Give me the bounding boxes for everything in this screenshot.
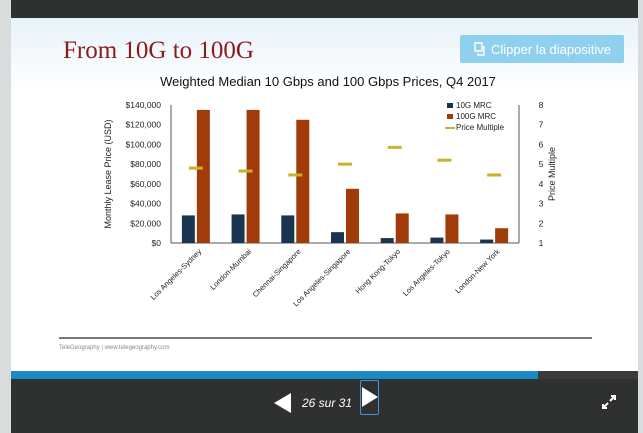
bar-10g — [430, 237, 444, 243]
legend-swatch-100g — [447, 114, 453, 119]
fullscreen-button[interactable] — [601, 394, 617, 410]
bar-10g — [380, 238, 394, 243]
y-axis-label: Monthly Lease Price (USD) — [103, 119, 113, 228]
y-tick-label: $0 — [152, 238, 162, 248]
price-multiple-marker — [288, 173, 303, 177]
y2-axis-label: Price Multiple — [547, 147, 557, 201]
x-tick-label: London-New York — [453, 247, 501, 295]
x-tick-label: Los Angeles-Singapore — [291, 247, 352, 308]
clip-icon — [474, 42, 485, 56]
y2-tick-label: 8 — [539, 100, 544, 110]
price-multiple-marker — [338, 162, 352, 166]
slide-divider — [59, 337, 592, 339]
legend-label-100g: 100G MRC — [456, 112, 496, 121]
x-tick-label: Los Angeles-Sydney — [149, 247, 204, 302]
y2-tick-label: 3 — [539, 199, 544, 209]
price-multiple-marker — [387, 145, 402, 149]
next-arrow-icon — [362, 387, 378, 407]
next-slide-button[interactable] — [360, 380, 379, 415]
y-tick-label: $60,000 — [130, 179, 161, 189]
bar-10g — [331, 232, 344, 243]
clip-slide-button[interactable]: Clipper la diapositive — [460, 35, 624, 63]
legend-label-multiple: Price Multiple — [456, 123, 505, 132]
legend-swatch-10g — [447, 103, 453, 108]
bar-100g — [196, 109, 210, 243]
slide-footer: TeleGeography | www.telegeography.com — [59, 345, 170, 351]
x-tick-label: London-Mumbai — [208, 247, 253, 292]
y-tick-label: $20,000 — [130, 218, 161, 228]
slide-counter: 26 sur 31 — [301, 396, 353, 410]
previous-slide-button[interactable] — [274, 393, 291, 413]
y-tick-label: $40,000 — [130, 199, 161, 209]
y-tick-label: $100,000 — [126, 139, 162, 149]
bar-100g — [246, 109, 260, 243]
chart-title: Weighted Median 10 Gbps and 100 Gbps Pri… — [160, 74, 496, 89]
y2-tick-label: 2 — [539, 218, 544, 228]
price-multiple-marker — [437, 158, 452, 162]
bar-10g — [181, 215, 195, 243]
expand-icon — [602, 395, 616, 409]
y-tick-label: $120,000 — [126, 120, 162, 130]
y2-tick-label: 4 — [539, 179, 544, 189]
y2-tick-label: 1 — [539, 238, 544, 248]
price-multiple-marker — [238, 169, 253, 173]
y2-tick-label: 5 — [539, 159, 544, 169]
slide-title: From 10G to 100G — [63, 37, 254, 64]
bar-10g — [480, 239, 494, 243]
bar-100g — [296, 119, 310, 243]
progress-fill — [11, 371, 538, 379]
y-tick-label: $80,000 — [130, 159, 161, 169]
slideshow-viewer: From 10G to 100G Clipper la diapositive … — [11, 0, 638, 433]
bar-100g — [445, 214, 459, 243]
y2-tick-label: 7 — [539, 120, 544, 130]
legend-swatch-multiple — [445, 127, 455, 129]
x-tick-label: Hong Kong-Tokyo — [354, 247, 403, 296]
x-tick-label: Los Angeles-Tokyo — [401, 247, 452, 298]
x-tick-label: Chennai-Singapore — [251, 247, 303, 299]
y2-tick-label: 6 — [539, 139, 544, 149]
progress-track[interactable] — [11, 371, 638, 379]
price-chart: Weighted Median 10 Gbps and 100 Gbps Pri… — [103, 74, 557, 308]
y-tick-label: $140,000 — [126, 100, 162, 110]
bar-10g — [231, 214, 245, 243]
clip-slide-label: Clipper la diapositive — [491, 41, 611, 57]
bar-100g — [346, 188, 359, 243]
legend-label-10g: 10G MRC — [456, 101, 492, 110]
price-multiple-marker — [188, 166, 203, 170]
bar-100g — [495, 228, 509, 243]
price-multiple-marker — [487, 173, 502, 177]
bar-10g — [281, 215, 295, 243]
slide: From 10G to 100G Clipper la diapositive … — [11, 18, 638, 371]
bar-100g — [395, 213, 409, 243]
